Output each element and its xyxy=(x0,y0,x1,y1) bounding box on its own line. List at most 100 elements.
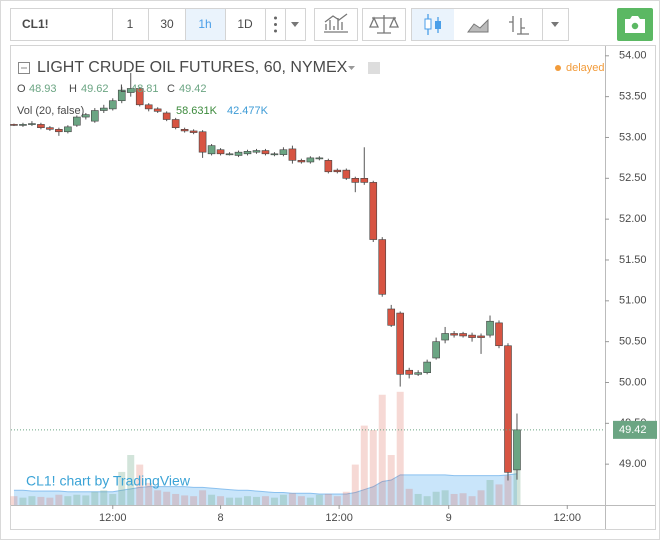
ohlc-label: O xyxy=(17,83,26,95)
candle-body xyxy=(387,308,396,326)
volume-bar xyxy=(163,491,171,505)
candle-body xyxy=(135,88,144,106)
volume-bar xyxy=(387,455,395,505)
candle-body xyxy=(378,239,387,295)
volume-bar xyxy=(351,464,359,505)
caret-icon xyxy=(291,22,299,27)
volume-bar xyxy=(360,425,368,505)
volume-bar xyxy=(297,496,305,505)
y-tick-label: 53.50 xyxy=(619,91,647,103)
status-dot xyxy=(555,65,561,71)
volume-bar xyxy=(495,484,503,505)
candle-body xyxy=(351,178,360,183)
x-tick-label: 12:00 xyxy=(99,512,127,524)
candle-body xyxy=(504,345,512,473)
candle-body xyxy=(126,88,135,93)
ohlc-value: 49.62 xyxy=(81,83,109,95)
candle-body xyxy=(513,429,521,471)
candle-body xyxy=(153,108,162,112)
interval: 30 xyxy=(160,17,174,31)
candle-body xyxy=(459,333,467,337)
volume-ma-readout: 42.477K xyxy=(227,105,269,117)
candle-body xyxy=(414,372,422,375)
candle-body xyxy=(73,116,81,126)
candle-body xyxy=(99,107,108,111)
x-tick-label: 9 xyxy=(446,512,452,524)
candle-body xyxy=(306,157,315,163)
interval-button[interactable] xyxy=(112,8,149,41)
candle-body xyxy=(55,129,63,133)
candle-body xyxy=(324,160,333,173)
interval: 1h xyxy=(198,17,211,31)
candle-body xyxy=(180,129,189,132)
candle-body xyxy=(369,182,378,240)
volume-ma-area xyxy=(13,473,517,505)
candle-body xyxy=(243,151,252,155)
volume-bar xyxy=(459,493,467,505)
volume-bar xyxy=(136,464,144,505)
y-tick-label: 52.50 xyxy=(619,172,647,184)
volume-bar xyxy=(414,493,422,505)
volume-bar xyxy=(378,394,386,505)
volume-bar xyxy=(235,497,243,505)
area-icon xyxy=(467,18,489,33)
candle-body xyxy=(315,157,324,160)
volume-bar xyxy=(369,430,377,505)
candle-body xyxy=(207,145,216,155)
settings-icon[interactable] xyxy=(368,62,380,74)
volume-bar xyxy=(145,482,153,505)
volume-bar xyxy=(468,496,476,505)
candle-body xyxy=(64,126,72,133)
candle-body xyxy=(144,104,153,110)
candle-body xyxy=(82,114,90,118)
interval-button[interactable] xyxy=(225,8,266,41)
volume-bar xyxy=(513,461,521,505)
candle-body xyxy=(477,335,485,338)
volume-bar xyxy=(28,496,36,505)
last-price-label: 49.42 xyxy=(619,424,647,436)
candle-body xyxy=(396,312,405,375)
ohlc-value: 48.81 xyxy=(131,83,159,95)
interval-button[interactable] xyxy=(148,8,186,41)
symbol-button[interactable] xyxy=(10,8,113,41)
volume-bar xyxy=(306,497,314,505)
volume-ma-line xyxy=(13,473,518,495)
volume-title: Vol (20, false) xyxy=(17,105,84,117)
interval: 1D xyxy=(237,17,253,31)
candle-body xyxy=(288,148,297,161)
bars-icon xyxy=(509,16,529,35)
caret-icon xyxy=(551,22,559,27)
y-tick-label: 50.00 xyxy=(619,376,647,388)
candle-body xyxy=(279,149,288,155)
volume-bar xyxy=(270,497,278,505)
volume-bar xyxy=(55,494,63,505)
candle-body xyxy=(486,320,494,336)
candle-body xyxy=(108,100,117,110)
ohlc-value: 48.93 xyxy=(29,83,57,95)
y-tick-label: 50.50 xyxy=(619,336,647,348)
candle-body xyxy=(162,112,171,120)
candle-body xyxy=(450,333,458,336)
ohlc-value: 49.42 xyxy=(179,83,207,95)
volume-bar xyxy=(441,490,449,505)
candle-body xyxy=(91,110,99,122)
candle-icon-body xyxy=(424,18,432,30)
volume-bar xyxy=(127,455,135,505)
candle-body xyxy=(117,89,126,102)
chart-title: LIGHT CRUDE OIL FUTURES, 60, NYMEX xyxy=(37,59,348,76)
camera-lens xyxy=(630,21,640,31)
volume-bar xyxy=(477,490,485,505)
candle-body xyxy=(28,123,36,125)
chart-frame xyxy=(10,45,656,530)
volume-bar xyxy=(64,496,72,505)
style-active xyxy=(412,9,454,40)
indicators-button[interactable] xyxy=(314,8,358,41)
volume-bar xyxy=(217,496,225,505)
volume-bar xyxy=(279,494,287,505)
symbol: CL1! xyxy=(22,17,49,31)
volume-bar xyxy=(333,496,341,505)
candle-body xyxy=(216,149,225,155)
volume-bar xyxy=(315,494,323,505)
